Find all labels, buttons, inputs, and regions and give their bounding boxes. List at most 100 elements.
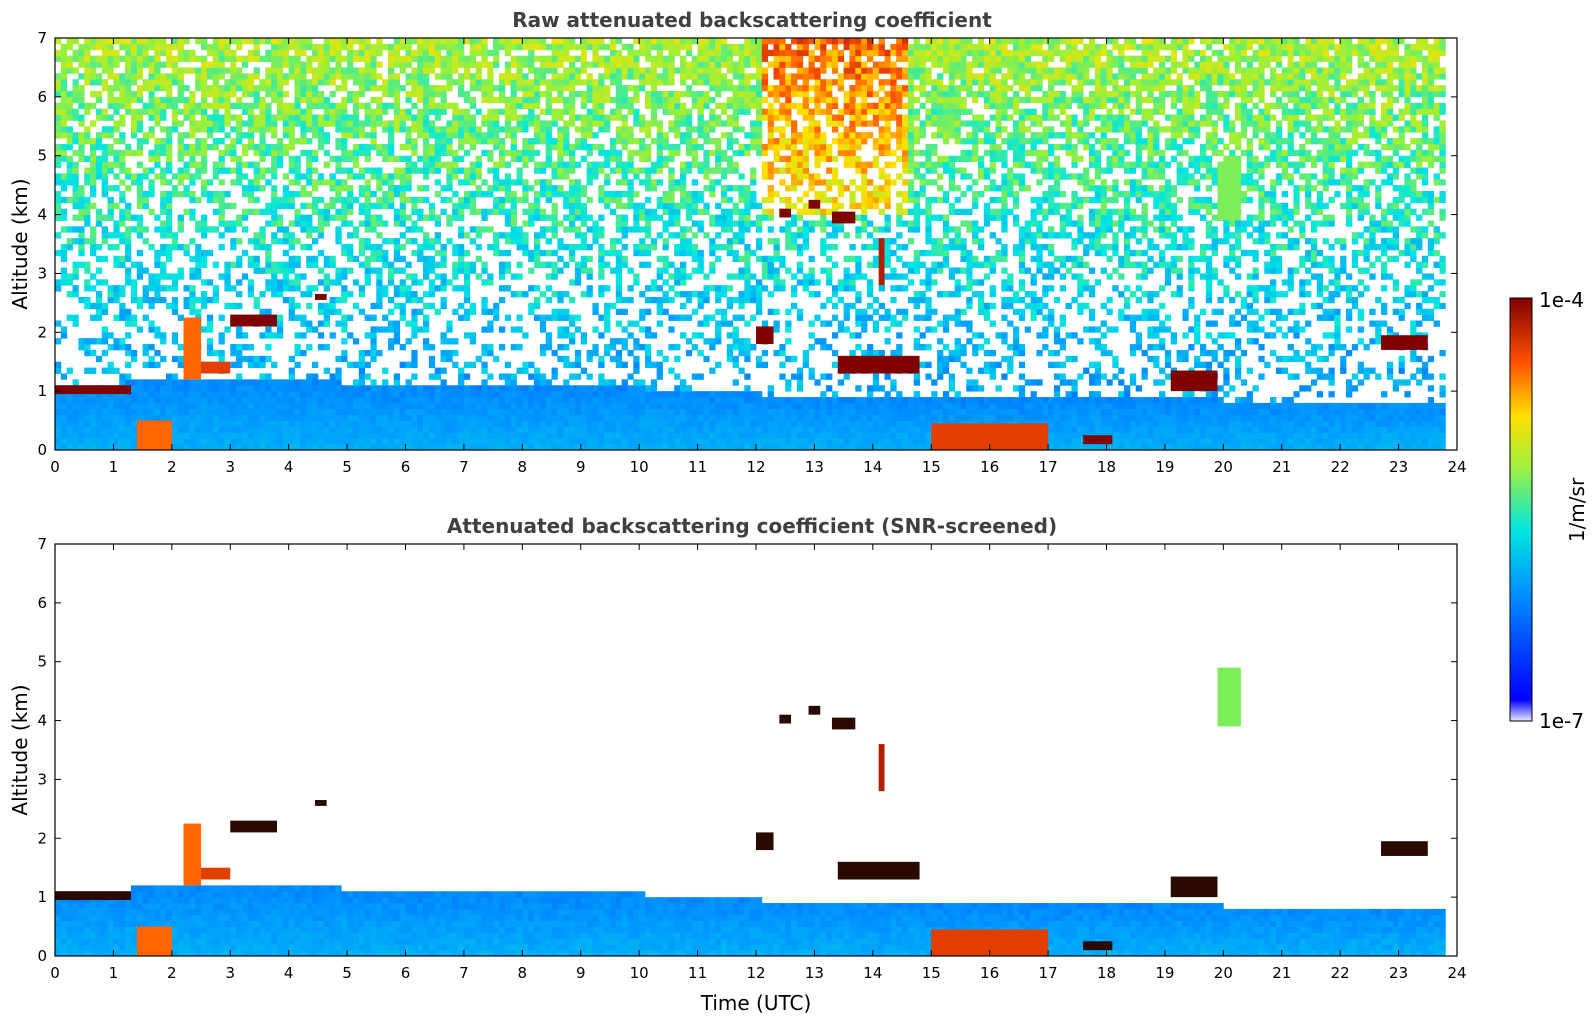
heatmap-cell bbox=[329, 173, 336, 180]
heatmap-cell bbox=[674, 120, 681, 127]
heatmap-cell bbox=[604, 155, 611, 162]
heatmap-cell bbox=[317, 232, 325, 239]
heatmap-cell bbox=[317, 55, 325, 62]
heatmap-cell bbox=[136, 214, 144, 221]
heatmap-cell bbox=[282, 61, 290, 68]
heatmap-cell bbox=[300, 332, 307, 339]
heatmap-cell bbox=[522, 149, 529, 157]
heatmap-cell bbox=[288, 267, 295, 274]
heatmap-cell bbox=[148, 85, 155, 92]
heatmap-cell bbox=[119, 291, 126, 298]
heatmap-cell bbox=[423, 255, 430, 263]
heatmap-cell bbox=[580, 232, 587, 239]
heatmap-cell bbox=[551, 85, 558, 92]
heatmap-cell bbox=[405, 444, 412, 451]
heatmap-cell bbox=[504, 385, 512, 392]
heatmap-cell bbox=[592, 161, 599, 168]
heatmap-cell bbox=[574, 314, 582, 321]
heatmap-cell bbox=[487, 414, 494, 421]
heatmap-cell bbox=[598, 126, 605, 133]
heatmap-cell bbox=[487, 226, 494, 233]
heatmap-cell bbox=[265, 308, 272, 316]
heatmap-cell bbox=[615, 279, 623, 286]
heatmap-cell bbox=[598, 391, 605, 398]
heatmap-cell bbox=[271, 273, 278, 280]
heatmap-cell bbox=[72, 391, 79, 398]
heatmap-cell bbox=[195, 108, 202, 115]
heatmap-cell bbox=[680, 79, 687, 86]
heatmap-cell bbox=[317, 279, 325, 286]
heatmap-cell bbox=[312, 185, 319, 192]
heatmap-cell bbox=[60, 208, 68, 215]
heatmap-cell bbox=[317, 173, 325, 180]
heatmap-cell bbox=[428, 149, 436, 157]
heatmap-cell bbox=[253, 232, 260, 239]
heatmap-cell bbox=[446, 214, 453, 221]
heatmap-cell bbox=[481, 49, 488, 57]
heatmap-cell bbox=[370, 385, 377, 392]
heatmap-cell bbox=[434, 444, 441, 451]
heatmap-cell bbox=[253, 114, 260, 121]
heatmap-cell bbox=[534, 55, 541, 62]
heatmap-cell bbox=[84, 214, 91, 221]
heatmap-cell bbox=[352, 79, 360, 86]
heatmap-cell bbox=[557, 267, 564, 274]
heatmap-cell bbox=[399, 408, 406, 416]
heatmap-cell bbox=[516, 273, 523, 280]
heatmap-cell bbox=[446, 397, 453, 404]
heatmap-cell bbox=[247, 344, 255, 351]
heatmap-cell bbox=[259, 444, 266, 451]
heatmap-cell bbox=[551, 432, 558, 439]
heatmap-cell bbox=[177, 73, 184, 80]
heatmap-cell bbox=[78, 214, 85, 221]
heatmap-cell bbox=[119, 232, 126, 239]
heatmap-cell bbox=[317, 320, 325, 327]
heatmap-cell bbox=[685, 226, 693, 233]
heatmap-cell bbox=[668, 367, 675, 374]
heatmap-cell bbox=[60, 55, 68, 62]
heatmap-cell bbox=[446, 132, 453, 139]
heatmap-cell bbox=[557, 79, 564, 86]
heatmap-cell bbox=[130, 108, 138, 115]
heatmap-cell bbox=[703, 38, 710, 45]
heatmap-cell bbox=[259, 244, 266, 251]
heatmap-cell bbox=[393, 438, 401, 445]
heatmap-cell bbox=[317, 432, 325, 439]
heatmap-cell bbox=[423, 43, 430, 51]
heatmap-cell bbox=[645, 126, 652, 133]
heatmap-cell bbox=[656, 61, 663, 68]
heatmap-cell bbox=[341, 249, 348, 257]
heatmap-cell bbox=[370, 444, 377, 451]
heatmap-cell bbox=[656, 438, 663, 445]
heatmap-cell bbox=[580, 185, 587, 192]
heatmap-cell bbox=[534, 85, 541, 92]
heatmap-cell bbox=[475, 61, 482, 68]
heatmap-cell bbox=[66, 155, 73, 162]
heatmap-cell bbox=[247, 138, 255, 145]
heatmap-cell bbox=[276, 143, 284, 151]
heatmap-cell bbox=[493, 138, 500, 145]
heatmap-cell bbox=[171, 238, 179, 245]
heatmap-cell bbox=[586, 349, 593, 357]
heatmap-cell bbox=[504, 397, 512, 404]
heatmap-cell bbox=[177, 344, 184, 351]
heatmap-cell bbox=[294, 444, 301, 451]
heatmap-cell bbox=[645, 285, 652, 292]
heatmap-cell bbox=[656, 391, 663, 398]
heatmap-cell bbox=[136, 55, 144, 62]
heatmap-cell bbox=[347, 185, 354, 192]
heatmap-cell bbox=[241, 214, 249, 221]
heatmap-cell bbox=[417, 432, 424, 439]
heatmap-cell bbox=[691, 208, 698, 215]
heatmap-cell bbox=[709, 244, 716, 251]
heatmap-cell bbox=[130, 408, 138, 416]
heatmap-cell bbox=[101, 391, 108, 398]
heatmap-cell bbox=[405, 379, 412, 386]
heatmap-cell bbox=[487, 208, 494, 215]
heatmap-cell bbox=[66, 420, 73, 427]
heatmap-cell bbox=[341, 85, 348, 92]
heatmap-cell bbox=[609, 444, 617, 451]
heatmap-cell bbox=[66, 397, 73, 404]
heatmap-cell bbox=[119, 444, 126, 451]
heatmap-cell bbox=[411, 355, 418, 363]
